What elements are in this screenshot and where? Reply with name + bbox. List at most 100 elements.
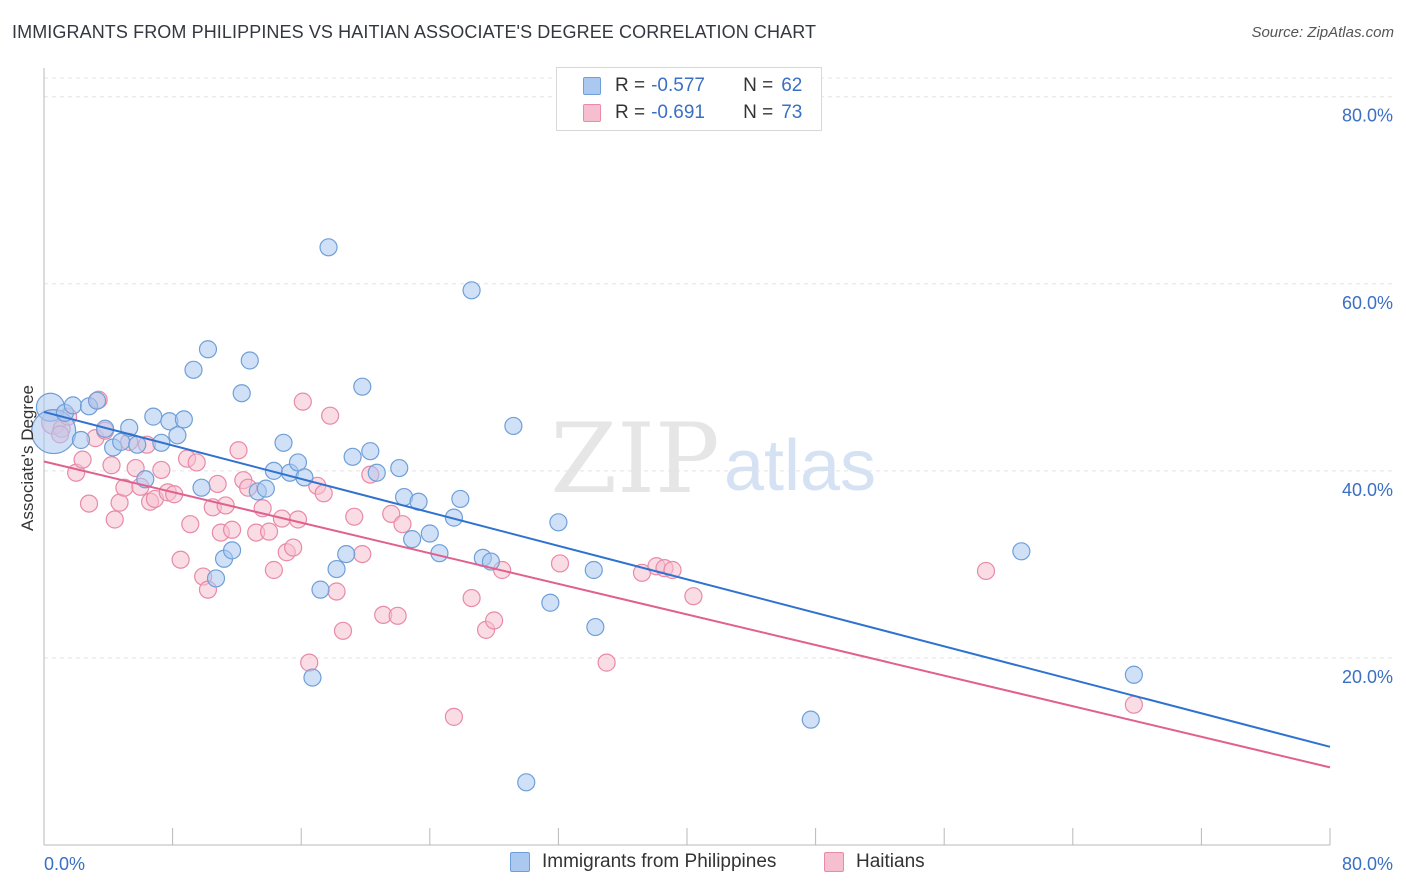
haitians-point <box>293 392 312 411</box>
legend-n-label: N = <box>743 75 774 96</box>
philippines-point <box>1124 665 1143 684</box>
philippines-point <box>420 524 439 543</box>
haitians-point <box>284 538 303 557</box>
philippines-point <box>586 617 605 637</box>
philippines-point <box>206 569 226 588</box>
legend-item-haitians[interactable]: Haitians <box>824 851 925 873</box>
legend-row-philippines: R = -0.577 N = 62 <box>583 73 802 99</box>
philippines-point <box>144 407 163 426</box>
haitians-point <box>393 515 412 534</box>
philippines-swatch <box>510 852 530 872</box>
philippines-point <box>801 710 820 729</box>
philippines-point <box>63 396 83 415</box>
legend-r-value: -0.691 <box>651 102 705 123</box>
philippines-point <box>303 668 322 687</box>
philippines-point <box>311 580 330 599</box>
y-axis-label: Associate's Degree <box>18 385 37 531</box>
philippines-point <box>541 593 560 612</box>
haitians-point <box>171 550 190 569</box>
legend-r-label: R = <box>615 75 646 96</box>
philippines-point <box>192 478 211 497</box>
philippines-point <box>240 351 259 370</box>
philippines-point <box>327 559 346 579</box>
haitians-point <box>181 515 200 534</box>
haitians-point <box>550 554 570 573</box>
philippines-point <box>353 377 372 396</box>
philippines-swatch <box>583 77 601 95</box>
y-tick-label: 20.0% <box>1342 667 1393 687</box>
philippines-point <box>1012 542 1031 561</box>
haitians-point <box>314 484 333 503</box>
philippines-point <box>222 541 242 560</box>
philippines-point <box>174 410 193 429</box>
philippines-point <box>256 479 275 498</box>
y-tick-label: 80.0% <box>1342 106 1393 126</box>
haitians-point <box>345 507 364 526</box>
haitians-point <box>152 460 171 480</box>
legend-item-label: Immigrants from Philippines <box>542 851 777 872</box>
haitians-point <box>462 588 481 608</box>
source-label: Source: ZipAtlas.com <box>1251 24 1394 41</box>
legend-n-value: 62 <box>781 75 803 96</box>
philippines-point <box>343 447 362 466</box>
philippines-point <box>549 513 568 532</box>
philippines-point <box>504 416 523 436</box>
haitians-point <box>1124 695 1143 714</box>
philippines-point <box>517 773 536 792</box>
haitians-point <box>597 653 616 672</box>
legend-n-label: N = <box>743 102 774 123</box>
philippines-point <box>71 430 91 450</box>
correlation-legend: R = -0.577 N = 62 R = -0.691 N = 73 <box>556 67 822 131</box>
philippines-point <box>319 238 338 257</box>
y-tick-label: 60.0% <box>1342 293 1393 313</box>
philippines-point <box>390 458 409 478</box>
legend-row-haitians: R = -0.691 N = 73 <box>583 100 802 126</box>
haitians-point <box>105 510 124 529</box>
haitians-point <box>102 456 121 475</box>
philippines-point <box>232 384 251 403</box>
philippines-point <box>361 442 380 461</box>
philippines-point <box>136 470 155 489</box>
haitians-point <box>976 561 996 581</box>
haitians-point <box>333 621 353 640</box>
haitians-point <box>321 406 340 425</box>
philippines-point <box>198 340 218 359</box>
haitians-point <box>684 587 703 606</box>
philippines-point <box>87 391 107 410</box>
haitians-point <box>327 582 346 601</box>
haitians-point <box>79 494 99 513</box>
haitians-point <box>382 504 401 523</box>
haitians-swatch <box>583 104 601 122</box>
haitians-point <box>388 606 407 625</box>
haitians-point <box>353 545 372 564</box>
haitians-point <box>444 707 464 726</box>
philippines-point <box>584 560 603 580</box>
watermark-zip: ZIP <box>550 403 719 515</box>
philippines-point <box>444 508 464 527</box>
haitians-point <box>264 560 283 580</box>
philippines-point <box>367 463 386 482</box>
haitians-point <box>222 520 242 539</box>
philippines-point <box>403 530 422 549</box>
haitians-point <box>73 450 92 469</box>
chart-title: IMMIGRANTS FROM PHILIPPINES VS HAITIAN A… <box>12 22 817 42</box>
philippines-point <box>337 545 356 564</box>
watermark-atlas: atlas <box>724 426 876 506</box>
philippines-point <box>168 426 187 445</box>
legend-r-label: R = <box>615 102 646 123</box>
philippines-point <box>451 489 470 509</box>
haitians-trendline <box>43 460 1331 769</box>
legend-r-value: -0.577 <box>651 75 705 96</box>
philippines-point <box>184 360 203 379</box>
legend-item-philippines[interactable]: Immigrants from Philippines <box>510 851 776 873</box>
x-tick-label: 0.0% <box>44 854 85 874</box>
legend-n-value: 73 <box>781 102 803 123</box>
haitians-point <box>485 611 504 630</box>
haitians-point <box>229 441 248 460</box>
haitians-point <box>300 653 319 672</box>
haitians-point <box>187 453 206 472</box>
x-tick-label: 80.0% <box>1342 854 1393 874</box>
philippines-point <box>462 281 481 300</box>
series-legend: Immigrants from Philippines Haitians <box>0 851 1406 877</box>
